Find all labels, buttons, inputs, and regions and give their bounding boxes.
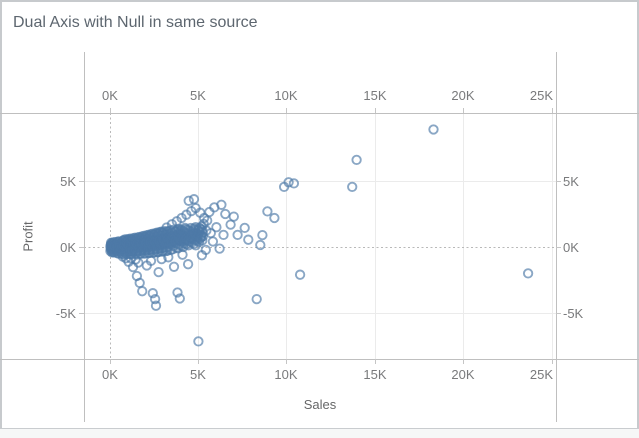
- x-tick-top-5: 25K: [529, 88, 553, 103]
- y-tick-right-0: 5K: [563, 174, 579, 189]
- y-tick-left-1: 0K: [60, 240, 76, 255]
- bottom-status-strip: [0, 428, 639, 438]
- y-tick-right-1: 0K: [563, 240, 579, 255]
- chart-title: Dual Axis with Null in same source: [13, 14, 258, 31]
- x-tick-top-0: 0K: [102, 88, 118, 103]
- x-tick-bottom-3: 15K: [363, 367, 387, 382]
- scatter-points[interactable]: [105, 124, 534, 347]
- y-tick-right-2: -5K: [563, 306, 584, 321]
- zero-lines: [84, 113, 556, 359]
- x-tick-bottom-1: 5K: [190, 367, 206, 382]
- x-tick-bottom-4: 20K: [451, 367, 475, 382]
- x-axis-title: Sales: [303, 397, 337, 412]
- x-tick-top-3: 15K: [363, 88, 387, 103]
- x-tick-bottom-5: 25K: [529, 367, 553, 382]
- x-tick-bottom-0: 0K: [102, 367, 118, 382]
- tick-marks: [79, 108, 561, 364]
- axis-lines: [0, 52, 639, 422]
- y-axis-title: Profit: [20, 221, 36, 252]
- x-tick-top-1: 5K: [190, 88, 206, 103]
- x-tick-bottom-2: 10K: [274, 367, 298, 382]
- y-tick-left-0: 5K: [60, 174, 76, 189]
- x-tick-top-4: 20K: [451, 88, 475, 103]
- y-tick-left-2: -5K: [55, 306, 76, 321]
- gridlines: [84, 113, 556, 359]
- x-tick-top-2: 10K: [274, 88, 298, 103]
